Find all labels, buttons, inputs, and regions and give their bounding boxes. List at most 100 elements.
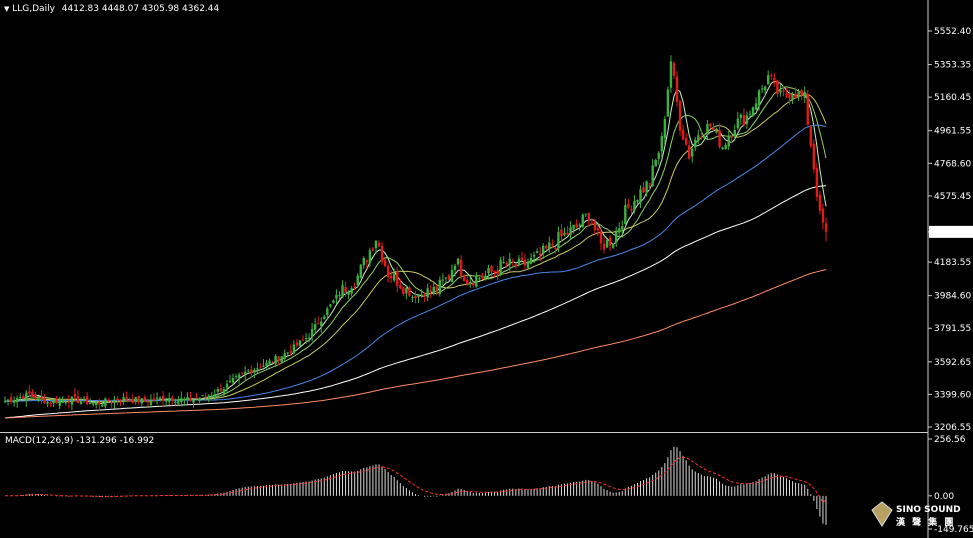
candle-body	[365, 260, 369, 263]
candle-body	[122, 397, 125, 403]
candle-body	[593, 221, 597, 231]
candle-body	[225, 383, 229, 388]
candle-body	[192, 399, 195, 403]
last-price-marker	[929, 225, 973, 238]
chart-header: ▼ LLG,Daily 4412.83 4448.07 4305.98 4362…	[4, 4, 219, 14]
candle-body	[499, 260, 502, 275]
candle-body	[462, 275, 466, 282]
candle-body	[435, 286, 438, 293]
candle-body	[715, 129, 718, 133]
candle-body	[380, 245, 384, 262]
candle-body	[584, 213, 587, 215]
price-tick-label: 3592.65	[934, 358, 971, 368]
candle-body	[627, 203, 630, 208]
candle-body	[40, 397, 43, 399]
candle-body	[216, 389, 220, 392]
candle-body	[760, 88, 764, 90]
candle-body	[681, 129, 685, 140]
candle-body	[234, 376, 238, 378]
candle-body	[177, 399, 180, 404]
candle-body	[228, 380, 232, 382]
candle-body	[773, 77, 776, 81]
candle-body	[210, 395, 213, 398]
candle-body	[304, 338, 308, 340]
candle-body	[95, 402, 98, 406]
logo-cn-text: 漢 聲 集 團	[896, 516, 955, 528]
candle-body	[818, 194, 822, 211]
candle-body	[794, 93, 797, 99]
candle-body	[520, 257, 524, 261]
candle-body	[776, 80, 779, 94]
candle-body	[697, 135, 700, 141]
price-axis: 5552.40 5353.35 5160.45 4961.55 4768.60 4575.…	[928, 27, 973, 433]
candle-body	[751, 107, 755, 116]
candle-body	[724, 144, 727, 150]
candle-body	[730, 136, 733, 138]
candle-body	[800, 90, 803, 96]
price-tick-label: 3206.55	[934, 423, 971, 433]
candle-body	[538, 253, 542, 256]
candle-body	[189, 397, 192, 401]
candle-body	[256, 368, 259, 370]
sino-sound-logo: SINO SOUND 漢 聲 集 團	[871, 501, 961, 528]
candle-body	[791, 94, 794, 100]
candle-body	[441, 279, 445, 281]
candle-body	[353, 286, 356, 288]
candle-body	[140, 398, 144, 404]
candle-body	[763, 86, 767, 91]
symbol-label: LLG,Daily	[12, 4, 55, 14]
candle-body	[104, 398, 107, 407]
candle-body	[733, 129, 736, 137]
candle-body	[58, 400, 61, 406]
candle-body	[672, 63, 676, 76]
candle-body	[621, 226, 624, 230]
dropdown-arrow-icon[interactable]: ▼	[4, 5, 10, 13]
candle-body	[19, 396, 22, 398]
candle-body	[171, 397, 174, 401]
candle-body	[605, 239, 609, 248]
candle-body	[28, 391, 31, 394]
candle-body	[648, 183, 651, 185]
candle-body	[146, 401, 150, 403]
candle-body	[186, 397, 189, 401]
candle-body	[240, 372, 244, 374]
candle-body	[359, 264, 362, 278]
logo-brand-text: SINO SOUND	[896, 505, 961, 515]
candle-body	[803, 91, 806, 98]
candle-body	[31, 391, 34, 397]
candle-body	[554, 248, 557, 250]
candle-body	[526, 262, 530, 269]
ohlc-readout: 4412.83 4448.07 4305.98 4362.44	[61, 4, 220, 14]
candle-body	[268, 360, 271, 365]
candle-body	[52, 400, 55, 404]
candle-body	[797, 91, 800, 97]
candle-body	[581, 214, 584, 227]
macd-signal-line	[5, 456, 827, 504]
price-tick-label: 4961.55	[934, 127, 971, 137]
candle-body	[496, 270, 499, 275]
candle-body	[645, 181, 648, 193]
candle-body	[128, 400, 131, 402]
candle-body	[198, 398, 201, 402]
candle-body	[61, 400, 64, 403]
candle-body	[423, 294, 426, 297]
candle-body	[250, 369, 253, 373]
candle-body	[213, 394, 217, 396]
candle-body	[542, 245, 545, 254]
candle-body	[22, 396, 25, 399]
candle-body	[101, 404, 104, 407]
candle-body	[651, 165, 654, 186]
candle-body	[79, 401, 83, 404]
candle-body	[152, 398, 156, 401]
candlestick-series	[3, 55, 828, 411]
candle-body	[754, 103, 758, 110]
candle-body	[195, 397, 198, 399]
candle-body	[12, 400, 16, 403]
candle-body	[517, 258, 521, 266]
candle-body	[417, 294, 420, 298]
candle-body	[569, 227, 572, 235]
price-tick-label: 3791.55	[934, 324, 971, 334]
candle-body	[532, 254, 536, 257]
candle-body	[739, 114, 743, 118]
candle-body	[709, 123, 712, 127]
